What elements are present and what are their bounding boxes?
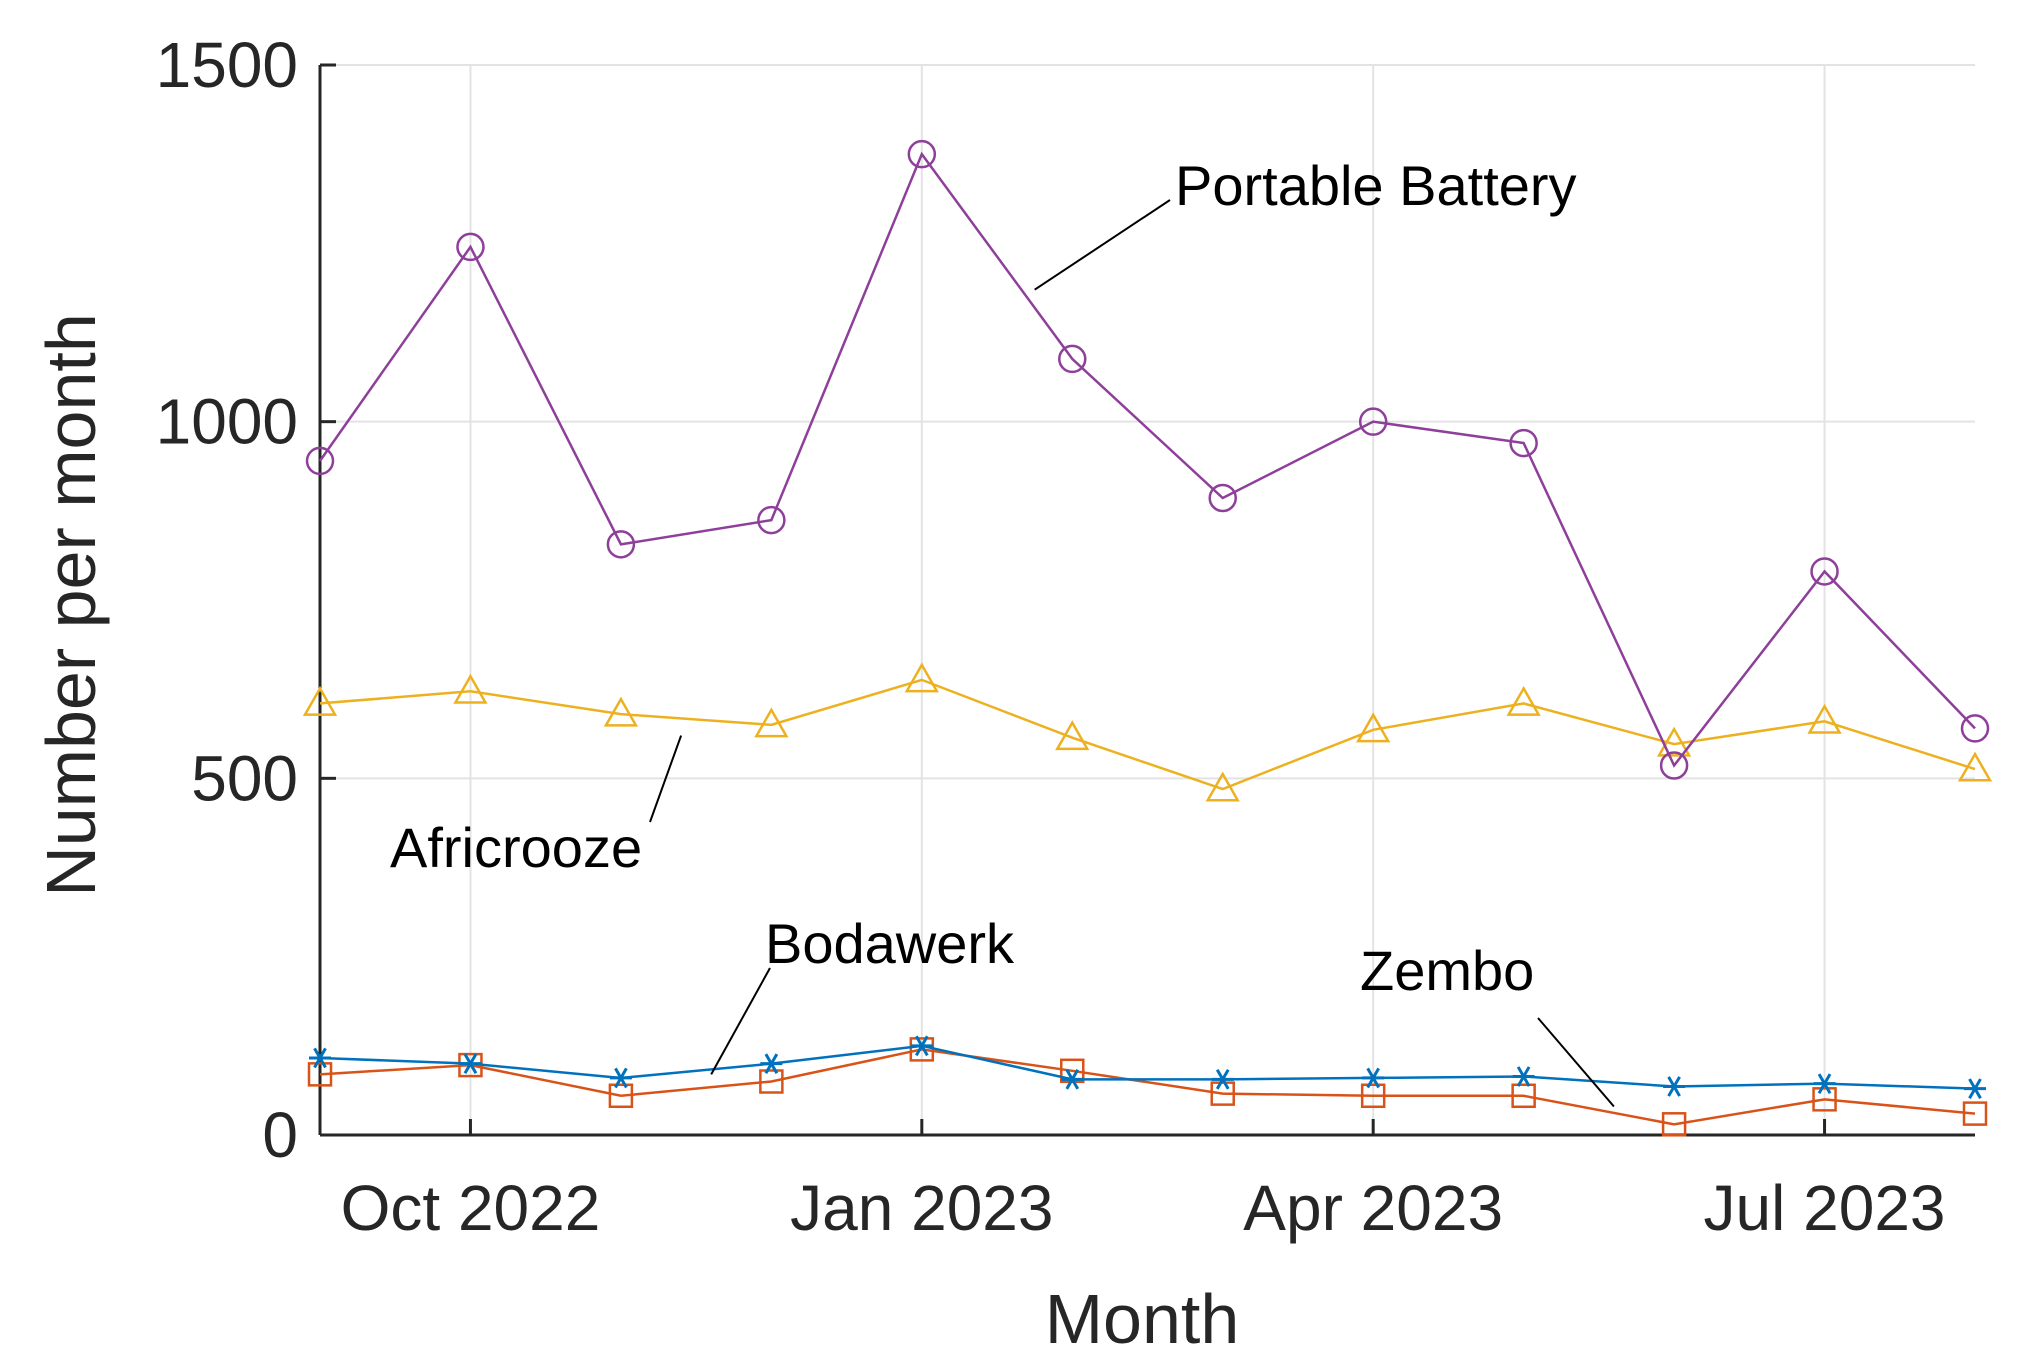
data-point-africrooze (302, 685, 338, 716)
data-point-zembo (1661, 1112, 1687, 1137)
data-point-zembo (759, 1069, 784, 1094)
data-point-africrooze (1205, 771, 1240, 802)
y-tick-label: 1500 (156, 29, 298, 101)
data-point-portable-battery (1208, 483, 1237, 513)
data-point-portable-battery (606, 530, 636, 559)
data-point-portable-battery (1810, 557, 1839, 586)
data-point-portable-battery (757, 505, 786, 535)
annotation-leader-portable-battery (1034, 199, 1171, 291)
data-point-bodawerk (459, 1053, 482, 1074)
annotations: Portable Battery Africrooze Bodawerk Zembo (390, 154, 1615, 1108)
data-point-zembo (307, 1062, 333, 1087)
data-point-bodawerk (1813, 1073, 1836, 1094)
x-tick-label: Apr 2023 (1243, 1172, 1503, 1244)
annotation-label-zembo: Zembo (1360, 939, 1534, 1002)
data-point-zembo (1812, 1087, 1837, 1112)
data-point-portable-battery (1509, 428, 1538, 458)
data-point-zembo (1962, 1101, 1988, 1126)
data-point-bodawerk (910, 1035, 933, 1057)
annotation-leader-africrooze (649, 735, 683, 823)
series-group (302, 139, 1993, 1137)
y-tick-label: 0 (262, 1099, 298, 1171)
annotation-label-africrooze: Africrooze (390, 816, 642, 879)
data-point-zembo (1511, 1083, 1536, 1109)
series-line-bodawerk (319, 1044, 1976, 1090)
data-point-portable-battery (1659, 751, 1689, 780)
data-point-bodawerk (1512, 1066, 1535, 1087)
x-tick-label: Jan 2023 (790, 1172, 1053, 1244)
x-tick-label: Jul 2023 (1704, 1172, 1946, 1244)
data-point-bodawerk (609, 1067, 632, 1089)
annotation-label-bodawerk: Bodawerk (765, 912, 1015, 975)
y-tick-label: 500 (191, 742, 298, 814)
data-point-bodawerk (1362, 1067, 1385, 1089)
data-point-bodawerk (309, 1047, 331, 1069)
x-tick-label: Oct 2022 (341, 1172, 601, 1244)
series-line-africrooze (319, 678, 1976, 791)
annotation-label-portable-battery: Portable Battery (1175, 154, 1577, 217)
annotation-leader-bodawerk (710, 967, 771, 1075)
data-point-zembo (608, 1083, 634, 1109)
series-line-portable-battery (318, 151, 1976, 768)
data-point-africrooze (754, 707, 789, 738)
data-point-bodawerk (1663, 1076, 1686, 1097)
data-point-africrooze (904, 662, 939, 693)
x-axis-title: Month (1045, 1280, 1240, 1358)
y-axis-title: Number per month (32, 313, 110, 897)
series-line-zembo (319, 1048, 1976, 1126)
data-point-africrooze (1506, 685, 1541, 716)
data-point-portable-battery (305, 446, 335, 476)
data-point-africrooze (603, 696, 639, 727)
data-point-bodawerk (760, 1053, 783, 1074)
data-point-africrooze (1656, 726, 1692, 757)
annotation-leader-zembo (1537, 1017, 1615, 1108)
series-portable-battery (305, 139, 1990, 780)
data-point-africrooze (1356, 712, 1391, 743)
y-tick-label: 1000 (156, 386, 298, 458)
series-africrooze (302, 662, 1993, 802)
data-point-africrooze (1055, 720, 1090, 751)
data-point-bodawerk (1061, 1069, 1084, 1090)
data-point-zembo (1360, 1083, 1386, 1109)
data-point-portable-battery (456, 232, 485, 262)
data-point-zembo (1210, 1081, 1235, 1106)
data-point-portable-battery (1960, 714, 1990, 743)
data-point-africrooze (1807, 703, 1842, 734)
data-point-portable-battery (1358, 407, 1388, 436)
series-bodawerk (309, 1035, 1986, 1099)
data-point-bodawerk (1211, 1069, 1234, 1090)
data-point-portable-battery (907, 139, 937, 169)
data-point-africrooze (1957, 751, 1993, 782)
data-point-africrooze (453, 673, 488, 704)
data-point-bodawerk (1964, 1078, 1986, 1099)
axes: 0 500 1000 1500 Oct 2022 Jan 2023 Apr 2023 Jul … (156, 29, 1975, 1244)
data-point-portable-battery (1058, 344, 1087, 374)
